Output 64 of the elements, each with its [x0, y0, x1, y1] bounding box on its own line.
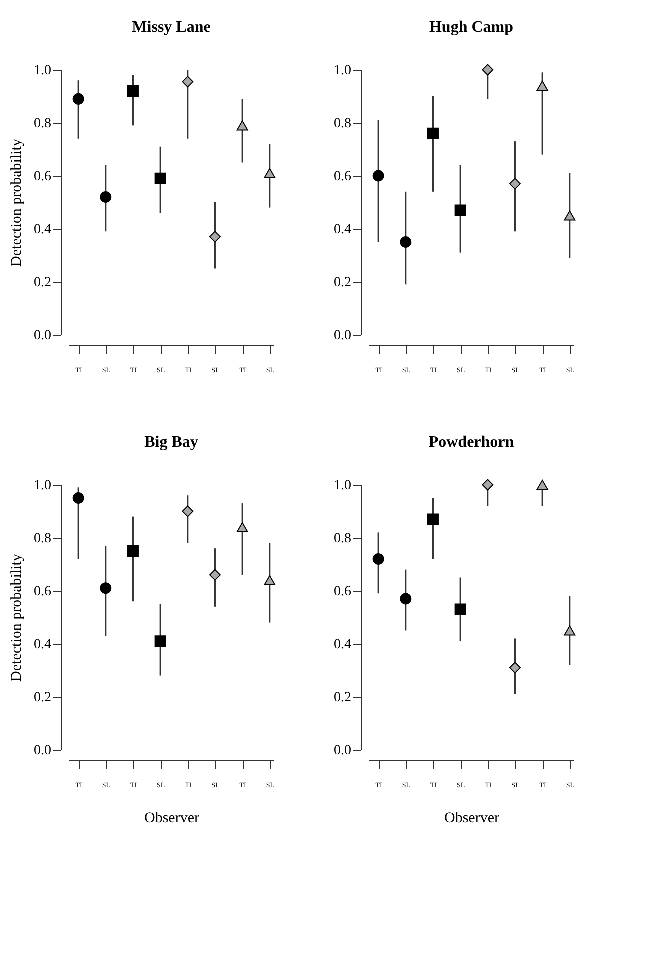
point — [509, 178, 521, 190]
chart-title: Missy Lane — [132, 19, 211, 36]
y-tick-label: 0.4 — [334, 222, 352, 238]
y-tick-label: 0.0 — [34, 744, 52, 758]
y-tick-label: 0.2 — [34, 690, 52, 706]
point — [509, 662, 521, 674]
point — [72, 93, 84, 105]
x-axis-title: Observer — [144, 810, 200, 826]
point — [264, 168, 276, 178]
point — [182, 76, 194, 88]
y-tick-label: 0.0 — [34, 328, 52, 344]
point — [72, 492, 84, 504]
point — [454, 604, 466, 616]
point — [236, 522, 248, 532]
point — [154, 636, 166, 648]
y-tick-label: 0.4 — [334, 638, 352, 652]
y-tick-label: 1.0 — [334, 64, 352, 78]
point — [454, 204, 466, 216]
y-tick-label: 0.2 — [334, 690, 352, 706]
point — [427, 514, 439, 526]
y-tick-label: 0.0 — [334, 328, 352, 344]
point — [372, 170, 384, 182]
point — [482, 64, 494, 76]
y-tick-label: 0.0 — [334, 744, 352, 758]
point — [154, 172, 166, 184]
point — [536, 80, 548, 91]
point — [182, 506, 194, 518]
point — [427, 128, 439, 140]
y-tick-label: 0.2 — [334, 276, 352, 290]
y-tick-label: 0.6 — [334, 584, 352, 600]
chart-title: Big Bay — [144, 434, 198, 451]
point — [400, 593, 412, 605]
y-tick-label: 0.8 — [334, 532, 352, 546]
chart-title: Powderhorn — [428, 434, 514, 451]
y-tick-label: 0.4 — [34, 638, 52, 652]
x-axis-title: Observer — [444, 810, 500, 826]
point — [564, 626, 576, 636]
point — [209, 231, 221, 243]
point — [127, 85, 139, 97]
point — [372, 553, 384, 565]
y-tick-label: 0.8 — [34, 116, 52, 132]
y-tick-label: 0.8 — [34, 532, 52, 546]
y-tick-label: 0.6 — [34, 170, 52, 184]
point — [536, 480, 548, 490]
y-tick-label: 0.6 — [334, 170, 352, 184]
y-tick-label: 0.6 — [34, 584, 52, 600]
y-axis-title: Detection probability — [9, 554, 25, 682]
point — [209, 569, 221, 581]
y-axis-title: Detection probability — [9, 138, 25, 267]
point — [236, 120, 248, 131]
y-tick-label: 0.2 — [34, 276, 52, 290]
y-tick-label: 1.0 — [34, 478, 52, 494]
point — [264, 575, 276, 586]
y-tick-label: 1.0 — [334, 478, 352, 494]
point — [127, 546, 139, 557]
y-tick-label: 1.0 — [34, 64, 52, 78]
point — [400, 236, 412, 248]
y-tick-label: 0.4 — [34, 222, 52, 238]
point — [100, 191, 112, 203]
point — [100, 582, 112, 594]
point — [482, 479, 494, 491]
y-tick-label: 0.8 — [334, 116, 352, 132]
chart-title: Hugh Camp — [429, 18, 514, 36]
point — [564, 210, 576, 221]
